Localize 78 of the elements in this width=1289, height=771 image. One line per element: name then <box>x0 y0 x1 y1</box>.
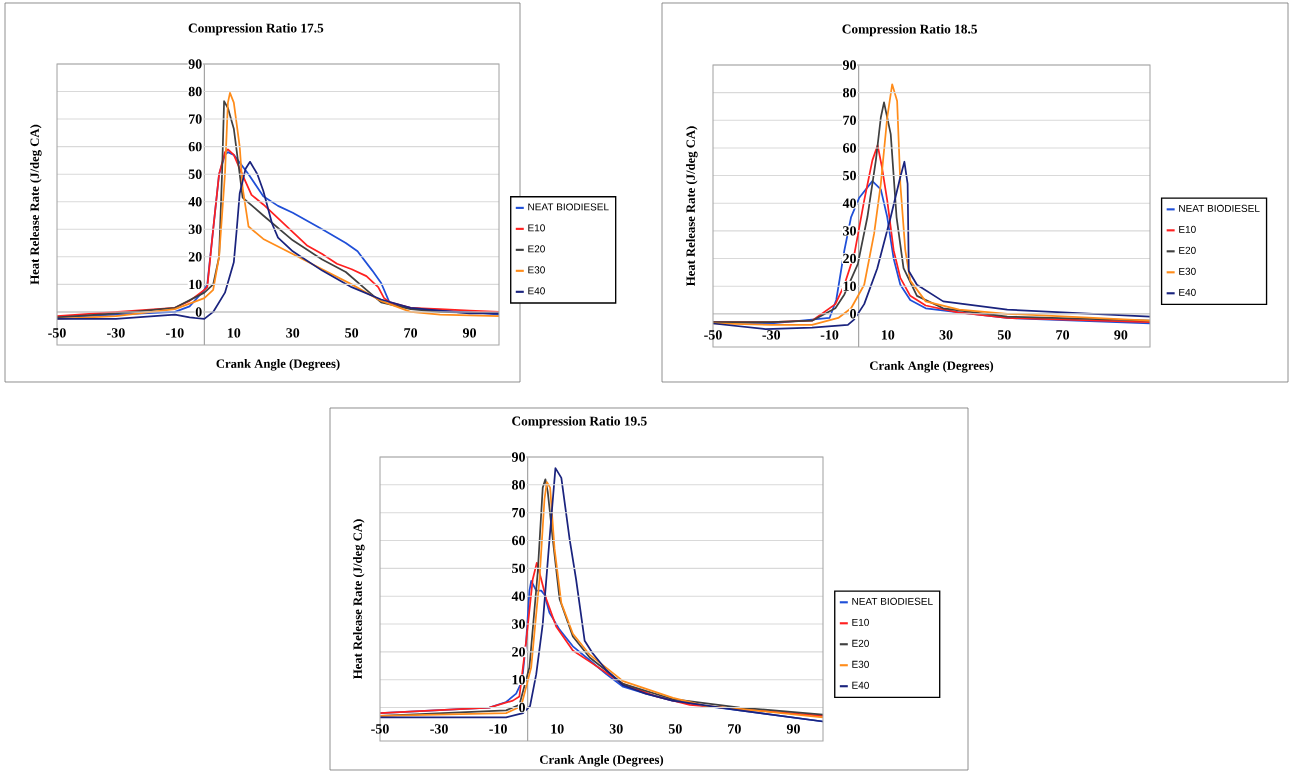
legend-label: E20 <box>852 639 869 647</box>
y-tick-label: 0 <box>519 702 525 713</box>
y-tick-label: 40 <box>842 198 856 208</box>
y-tick-label: 60 <box>188 141 202 152</box>
y-tick-label: 60 <box>843 143 856 153</box>
legend-label: E30 <box>528 266 545 274</box>
x-tick-label: -50 <box>371 724 389 734</box>
legend-label: E30 <box>852 660 869 668</box>
x-tick-label: -10 <box>820 330 839 340</box>
y-tick-label: 40 <box>511 591 525 601</box>
legend-label: E10 <box>528 224 545 232</box>
y-tick-label: 20 <box>188 252 202 262</box>
x-tick-label: 70 <box>1056 330 1070 340</box>
y-axis-title: Heat Release Rate (J/deg CA) <box>30 124 42 285</box>
legend-label: E40 <box>1179 288 1196 296</box>
x-tick-label: 70 <box>728 724 741 734</box>
legend-label: E30 <box>1179 267 1196 275</box>
x-tick-label: -50 <box>48 328 66 338</box>
x-tick-label: 90 <box>786 724 800 734</box>
y-tick-label: 80 <box>843 87 856 98</box>
y-tick-label: 50 <box>843 170 856 181</box>
x-tick-label: 70 <box>404 328 418 338</box>
x-tick-label: 50 <box>345 328 359 338</box>
x-axis-title: Crank Angle (Degrees) <box>216 359 340 371</box>
y-axis-title: Heat Release Rate (J/deg CA) <box>353 519 365 679</box>
legend-label: E40 <box>852 681 869 689</box>
y-tick-label: 0 <box>195 307 202 317</box>
y-tick-label: 70 <box>189 114 202 124</box>
y-tick-label: 0 <box>850 309 856 319</box>
x-tick-label: 90 <box>462 328 476 338</box>
legend-label: E20 <box>528 245 545 253</box>
x-tick-label: 30 <box>286 328 300 338</box>
x-axis-title: Crank Angle (Degrees) <box>539 755 664 767</box>
legend-label: E10 <box>1179 225 1196 233</box>
x-tick-label: -50 <box>704 330 722 340</box>
y-tick-label: 20 <box>843 253 856 264</box>
x-tick-label: -10 <box>489 724 507 734</box>
x-tick-label: -30 <box>107 328 125 338</box>
legend-label: E10 <box>852 618 869 626</box>
x-tick-label: 10 <box>227 328 241 338</box>
y-tick-label: 10 <box>843 281 856 291</box>
x-tick-label: -30 <box>430 724 448 734</box>
y-tick-label: 70 <box>512 507 525 518</box>
y-tick-label: 50 <box>512 563 525 574</box>
x-tick-label: -30 <box>762 330 781 340</box>
y-tick-label: 10 <box>512 675 525 685</box>
y-axis-title: Heat Release Rate (J/deg CA) <box>686 126 698 286</box>
y-tick-label: 30 <box>188 224 202 235</box>
y-tick-label: 80 <box>188 86 202 97</box>
y-tick-label: 70 <box>843 115 856 126</box>
x-tick-label: 10 <box>881 330 895 340</box>
y-tick-label: 90 <box>511 452 525 462</box>
y-tick-label: 90 <box>842 60 856 70</box>
y-tick-label: 30 <box>512 619 525 629</box>
legend-label: E40 <box>528 287 545 295</box>
y-tick-label: 10 <box>189 279 202 290</box>
x-tick-label: 30 <box>939 330 953 340</box>
y-tick-label: 20 <box>512 647 525 657</box>
x-axis-title: Crank Angle (Degrees) <box>869 361 994 373</box>
y-tick-label: 80 <box>512 480 525 490</box>
y-tick-label: 30 <box>843 226 856 236</box>
legend-label: E20 <box>1179 246 1196 254</box>
x-tick-label: 90 <box>1114 330 1128 340</box>
chart-title: Compression Ratio 19.5 <box>512 416 647 429</box>
x-tick-label: 30 <box>609 724 623 734</box>
legend-label: NEAT BIODIESEL <box>1179 204 1260 212</box>
legend-label: NEAT BIODIESEL <box>528 203 609 211</box>
y-tick-label: 60 <box>512 535 525 546</box>
y-tick-label: 90 <box>188 59 202 69</box>
y-tick-label: 50 <box>188 169 202 179</box>
x-tick-label: 10 <box>551 724 564 734</box>
legend-label: NEAT BIODIESEL <box>852 597 933 605</box>
x-tick-label: -10 <box>166 328 184 338</box>
chart-title: Compression Ratio 17.5 <box>188 23 324 36</box>
x-tick-label: 50 <box>997 330 1011 340</box>
x-tick-label: 50 <box>668 724 682 734</box>
y-tick-label: 40 <box>188 197 202 207</box>
chart-title: Compression Ratio 18.5 <box>842 24 977 37</box>
